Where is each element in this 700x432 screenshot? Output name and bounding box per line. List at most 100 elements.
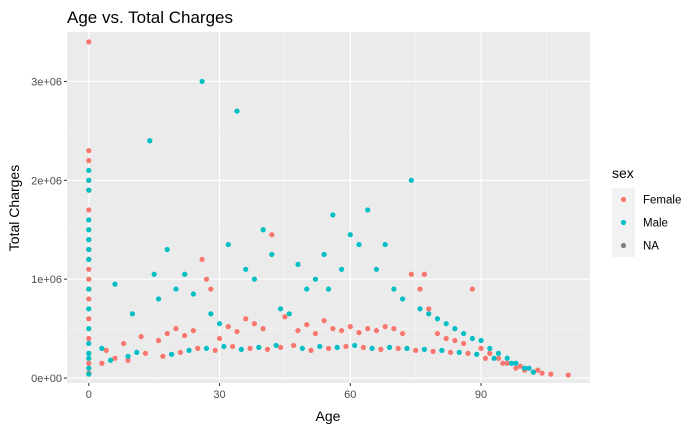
point-male: [199, 78, 205, 85]
legend: sex Female Male NA: [612, 165, 681, 257]
point-female: [399, 330, 406, 337]
point-female: [264, 346, 271, 352]
point-female: [86, 335, 92, 342]
point-male: [408, 177, 414, 183]
point-female: [216, 335, 223, 342]
point-female: [347, 324, 353, 330]
point-male: [522, 365, 528, 371]
point-male: [86, 350, 92, 356]
point-female: [513, 365, 519, 371]
point-female: [482, 355, 488, 361]
point-female: [295, 327, 301, 334]
point-male: [86, 355, 92, 361]
point-male: [434, 316, 441, 322]
point-male: [487, 345, 493, 351]
point-male: [256, 344, 262, 351]
point-male: [286, 311, 292, 317]
point-female: [199, 256, 205, 263]
point-female: [260, 326, 266, 332]
point-female: [212, 347, 218, 353]
point-female: [504, 360, 510, 366]
point-male: [334, 344, 340, 351]
point-female: [86, 276, 92, 282]
point-male: [469, 335, 475, 342]
point-female: [338, 327, 345, 334]
legend-label-na: NA: [643, 241, 659, 253]
point-male: [86, 256, 92, 263]
point-male: [208, 311, 214, 317]
point-female: [86, 148, 92, 154]
point-male: [504, 355, 510, 361]
point-female: [190, 327, 196, 334]
point-male: [443, 321, 449, 327]
y-axis-title: Total Charges: [6, 165, 22, 251]
point-female: [251, 321, 258, 327]
point-male: [426, 311, 432, 317]
point-female: [112, 355, 118, 361]
point-male: [347, 232, 353, 238]
plot-panel: [67, 32, 590, 383]
point-male: [273, 342, 279, 349]
point-female: [86, 266, 92, 272]
point-female: [125, 357, 131, 363]
point-female: [173, 326, 179, 332]
point-male: [417, 306, 423, 312]
point-male: [421, 346, 427, 352]
point-male: [107, 357, 114, 363]
legend-label-male: Male: [643, 218, 668, 230]
data-points: [86, 39, 571, 378]
point-male: [399, 296, 406, 302]
x-axis-title: Age: [316, 408, 341, 424]
point-male: [99, 345, 105, 351]
point-male: [491, 355, 497, 361]
point-male: [182, 271, 188, 277]
point-male: [151, 271, 157, 277]
point-female: [160, 353, 166, 359]
point-male: [352, 342, 358, 349]
y-tick-label: 1e+06: [31, 274, 62, 286]
point-female: [413, 347, 419, 353]
point-male: [356, 241, 362, 248]
point-male: [478, 337, 484, 344]
point-female: [465, 350, 471, 356]
point-male: [526, 365, 532, 371]
point-female: [243, 316, 249, 322]
point-female: [277, 344, 284, 351]
x-tick-label: 90: [475, 389, 487, 401]
y-axis: 0e+00 1e+06 2e+06 3e+06: [31, 76, 67, 385]
point-female: [421, 271, 427, 277]
point-female: [99, 360, 105, 366]
point-male: [317, 343, 323, 350]
point-female: [487, 350, 493, 356]
point-female: [426, 306, 432, 312]
point-female: [282, 314, 288, 320]
legend-title: sex: [612, 165, 634, 181]
chart-title: Age vs. Total Charges: [67, 8, 233, 27]
point-male: [391, 286, 397, 292]
point-female: [325, 345, 332, 351]
point-male: [86, 167, 92, 174]
point-female: [121, 340, 127, 347]
point-female: [565, 372, 571, 378]
point-male: [173, 286, 179, 292]
y-tick-label: 2e+06: [31, 175, 62, 187]
legend-swatch-na: [620, 242, 627, 249]
legend-label-female: Female: [643, 195, 681, 207]
point-female: [495, 355, 502, 361]
point-female: [103, 347, 109, 353]
x-tick-label: 0: [86, 389, 92, 401]
point-female: [247, 345, 253, 351]
point-male: [86, 227, 92, 233]
point-female: [535, 367, 541, 373]
point-male: [330, 212, 336, 218]
point-male: [243, 266, 249, 272]
point-female: [378, 346, 384, 352]
point-female: [86, 360, 92, 366]
point-male: [365, 207, 371, 213]
point-male: [147, 138, 153, 144]
point-male: [495, 350, 502, 356]
point-female: [225, 324, 231, 330]
point-male: [125, 353, 131, 359]
point-male: [382, 241, 388, 248]
